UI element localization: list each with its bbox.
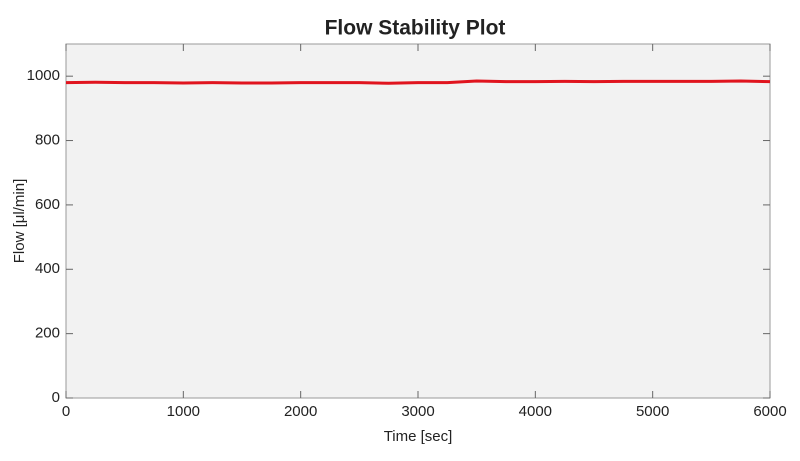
plot-area (65, 43, 771, 399)
y-tick-label: 800 (35, 132, 60, 149)
y-tick-label: 0 (52, 389, 60, 406)
x-tick-label: 5000 (636, 403, 669, 420)
y-tick-label: 400 (35, 260, 60, 277)
y-axis-label: Flow [μl/min] (11, 179, 28, 264)
y-tick-label: 1000 (27, 67, 60, 84)
y-tick-label: 200 (35, 325, 60, 342)
x-tick-label: 1000 (167, 403, 200, 420)
x-tick-label: 0 (62, 403, 70, 420)
x-axis-label: Time [sec] (384, 428, 453, 445)
x-tick-label: 3000 (401, 403, 434, 420)
flow-line (65, 79, 771, 85)
y-tick-label: 600 (35, 196, 60, 213)
x-tick-label: 4000 (519, 403, 552, 420)
x-tick-label: 2000 (284, 403, 317, 420)
x-tick-label: 6000 (753, 403, 786, 420)
chart-title: Flow Stability Plot (325, 17, 506, 40)
